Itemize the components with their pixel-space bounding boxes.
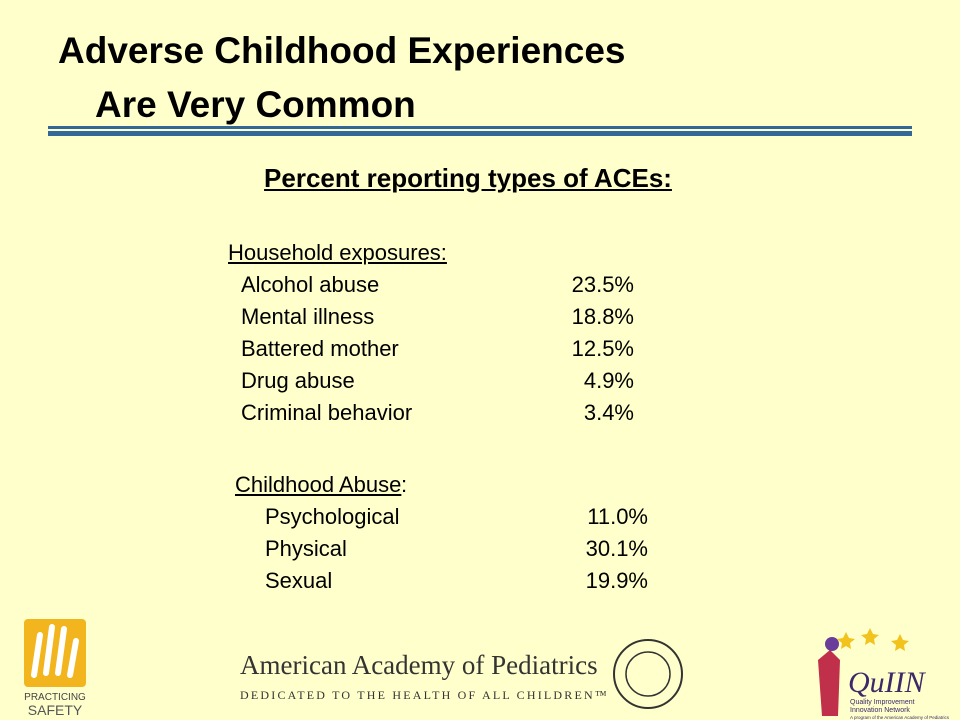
title-line: Are Very Common bbox=[95, 84, 416, 125]
title-line: Adverse Childhood Experiences bbox=[58, 30, 626, 71]
item-value: 12.5% bbox=[571, 336, 634, 361]
item-value: 30.1% bbox=[585, 536, 648, 561]
item-label: Mental illness bbox=[241, 304, 375, 329]
title-rule bbox=[48, 126, 912, 136]
logo-stars bbox=[837, 628, 909, 651]
logo-text: QuIIN bbox=[848, 666, 927, 699]
logo-text: Quality Improvement bbox=[850, 699, 915, 706]
logo-text: Innovation Network bbox=[850, 707, 910, 714]
section-heading: Household exposures: bbox=[228, 240, 447, 265]
item-value: 18.8% bbox=[571, 304, 634, 329]
item-label: Drug abuse bbox=[241, 368, 355, 393]
item-label: Psychological bbox=[265, 504, 400, 529]
seal bbox=[613, 639, 683, 709]
section-heading: Childhood Abuse bbox=[235, 472, 402, 497]
logo-hand bbox=[31, 624, 79, 678]
subtitle: Percent reporting types of ACEs: bbox=[264, 163, 672, 193]
aap-name: American Academy of Pediatrics bbox=[240, 650, 598, 680]
item-value: 19.9% bbox=[585, 568, 648, 593]
logo-text: PRACTICING bbox=[24, 692, 86, 703]
item-value: 4.9% bbox=[583, 368, 634, 393]
item-label: Criminal behavior bbox=[241, 400, 413, 425]
item-label: Sexual bbox=[265, 568, 333, 593]
aap-tagline: DEDICATED TO THE HEALTH OF ALL CHILDREN™ bbox=[240, 688, 609, 702]
quiin-logo: QuIIN Quality Improvement Innovation Net… bbox=[818, 628, 950, 720]
aap-seal bbox=[613, 639, 683, 709]
item-value: 11.0% bbox=[587, 504, 648, 529]
practicing-safety-logo: PRACTICING SAFETY bbox=[24, 619, 86, 718]
item-label: Physical bbox=[265, 536, 347, 561]
rule-line bbox=[48, 131, 912, 136]
section-heading-suffix: : bbox=[401, 472, 408, 497]
item-value: 23.5% bbox=[571, 272, 634, 297]
logo-figure bbox=[825, 637, 839, 651]
item-label: Battered mother bbox=[241, 336, 399, 361]
seal bbox=[625, 651, 671, 697]
logo-text: A program of the American Academy of Ped… bbox=[850, 715, 950, 720]
logo-figure bbox=[818, 650, 840, 716]
rule-line bbox=[48, 126, 912, 129]
item-label: Alcohol abuse bbox=[241, 272, 380, 297]
item-value: 3.4% bbox=[583, 400, 634, 425]
logo-text: SAFETY bbox=[28, 702, 83, 718]
